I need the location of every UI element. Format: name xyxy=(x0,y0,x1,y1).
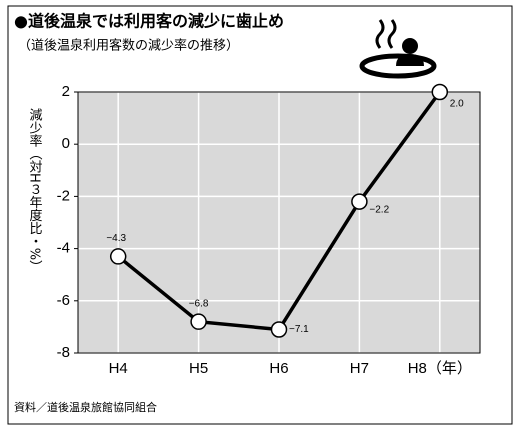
x-tick-label: H7 xyxy=(350,360,369,377)
value-label: −7.1 xyxy=(289,324,309,335)
point xyxy=(190,313,207,330)
point xyxy=(109,248,127,265)
x-tick-label: H4 xyxy=(109,360,128,377)
onsen-icon xyxy=(359,19,437,79)
chart-subtitle: （道後温泉利用客数の減少率の推移） xyxy=(18,38,239,54)
point xyxy=(270,321,288,338)
y-tick-label: -8 xyxy=(57,344,70,361)
chart-title: ●道後温泉では利用客の減少に歯止め xyxy=(14,12,284,31)
value-label: −4.3 xyxy=(106,233,126,244)
value-label: −2.2 xyxy=(369,204,389,215)
y-tick-label: -4 xyxy=(57,240,70,257)
x-tick-label: H8（年） xyxy=(408,360,472,377)
source: 資料／道後温泉旅館協同組合 xyxy=(14,400,157,414)
y-axis-label: 減少率（対H３年度比・%） xyxy=(27,107,43,273)
x-tick-label: H5 xyxy=(189,360,208,377)
y-tick-label: 2 xyxy=(62,83,70,100)
value-label: −6.8 xyxy=(189,298,209,309)
y-tick-label: 0 xyxy=(62,135,70,152)
x-tick-label: H6 xyxy=(269,360,288,377)
y-tick-label: -6 xyxy=(57,292,70,309)
plot-border xyxy=(77,91,481,354)
frame xyxy=(7,5,513,425)
value-label: 2.0 xyxy=(450,99,464,110)
point xyxy=(431,83,449,101)
y-tick-label: -2 xyxy=(57,187,70,204)
point xyxy=(351,193,368,210)
